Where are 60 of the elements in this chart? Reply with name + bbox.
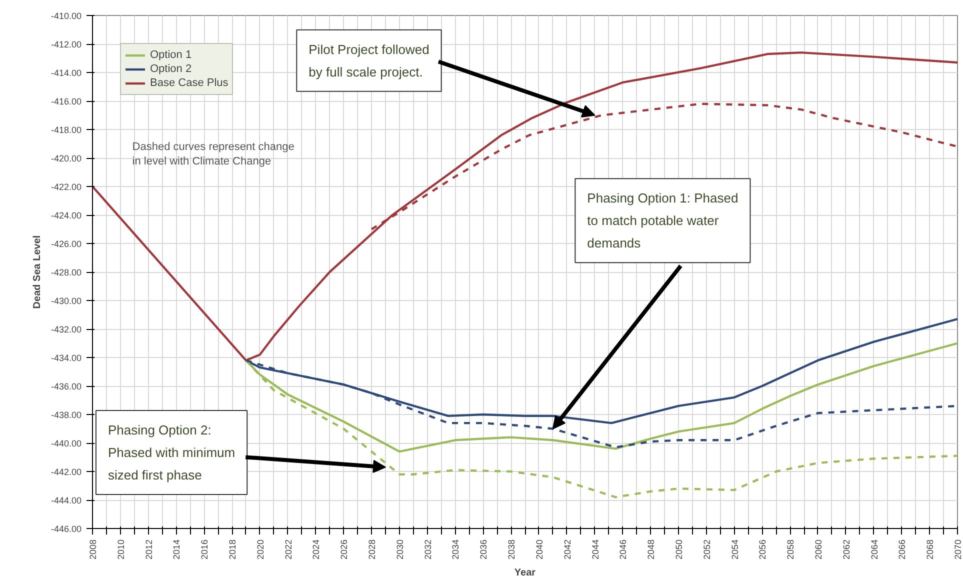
x-tick-label: 2050 xyxy=(674,539,684,560)
y-tick-label: -424.00 xyxy=(50,210,82,220)
legend-label: Base Case Plus xyxy=(150,76,228,90)
y-tick-label: -444.00 xyxy=(50,496,82,506)
y-tick-label: -446.00 xyxy=(50,524,82,534)
y-axis-title: Dead Sea Level xyxy=(32,235,43,309)
y-tick-label: -428.00 xyxy=(50,268,82,278)
y-tick-label: -426.00 xyxy=(50,239,82,249)
x-tick-label: 2038 xyxy=(506,539,517,560)
y-tick-label: -436.00 xyxy=(50,382,82,392)
x-tick-label: 2046 xyxy=(618,539,628,560)
x-tick-label: 2016 xyxy=(200,539,210,560)
x-tick-label: 2024 xyxy=(311,539,322,560)
x-tick-label: 2032 xyxy=(422,539,433,560)
x-tick-label: 2010 xyxy=(116,539,126,560)
y-tick-label: -410.00 xyxy=(50,11,82,21)
x-tick-label: 2026 xyxy=(339,539,350,560)
x-tick-label: 2034 xyxy=(450,539,461,560)
y-tick-label: -418.00 xyxy=(50,125,82,135)
annotation: Phasing Option 2: Phased with minimum sized first phase xyxy=(108,422,236,483)
x-tick-label: 2020 xyxy=(255,539,266,560)
y-tick-label: -438.00 xyxy=(50,410,82,420)
x-tick-label: 2048 xyxy=(646,539,656,560)
annotation: Phasing Option 1: Phased to match potable water demands xyxy=(587,190,738,251)
y-tick-label: -430.00 xyxy=(50,296,82,306)
y-tick-label: -440.00 xyxy=(50,438,82,448)
y-tick-label: -412.00 xyxy=(50,40,82,50)
x-tick-label: 2036 xyxy=(478,539,489,560)
annotation: Dashed curves represent change in level with Climate Change xyxy=(132,141,294,168)
x-tick-label: 2054 xyxy=(730,539,740,560)
y-tick-label: -422.00 xyxy=(50,182,82,192)
x-tick-label: 2056 xyxy=(758,539,768,560)
x-tick-label: 2042 xyxy=(562,539,572,560)
y-tick-label: -414.00 xyxy=(50,68,82,78)
y-tick-label: -416.00 xyxy=(50,96,82,106)
x-tick-label: 2028 xyxy=(367,539,378,560)
x-tick-label: 2022 xyxy=(283,539,294,560)
y-tick-label: -420.00 xyxy=(50,154,82,164)
x-tick-label: 2044 xyxy=(590,539,600,560)
x-tick-label: 2018 xyxy=(228,539,238,560)
x-tick-label: 2070 xyxy=(953,539,963,560)
x-tick-label: 2012 xyxy=(144,539,154,560)
legend-label: Option 1 xyxy=(150,48,192,62)
x-tick-label: 2040 xyxy=(534,539,544,560)
legend-label: Option 2 xyxy=(150,62,192,76)
x-tick-label: 2064 xyxy=(869,539,880,560)
y-tick-label: -432.00 xyxy=(50,324,82,334)
y-tick-label: -434.00 xyxy=(50,353,82,363)
x-tick-label: 2008 xyxy=(88,539,98,560)
x-axis-title: Year xyxy=(514,568,536,579)
x-tick-label: 2068 xyxy=(925,539,936,560)
x-tick-label: 2052 xyxy=(702,539,712,560)
annotation: Pilot Project followed by full scale project. xyxy=(308,42,430,80)
y-tick-label: -442.00 xyxy=(50,467,82,477)
x-tick-label: 2030 xyxy=(394,539,405,560)
x-tick-label: 2014 xyxy=(172,539,182,560)
x-tick-label: 2066 xyxy=(897,539,908,560)
x-tick-label: 2058 xyxy=(786,539,796,560)
x-tick-label: 2062 xyxy=(841,539,852,560)
x-tick-label: 2060 xyxy=(813,539,824,560)
